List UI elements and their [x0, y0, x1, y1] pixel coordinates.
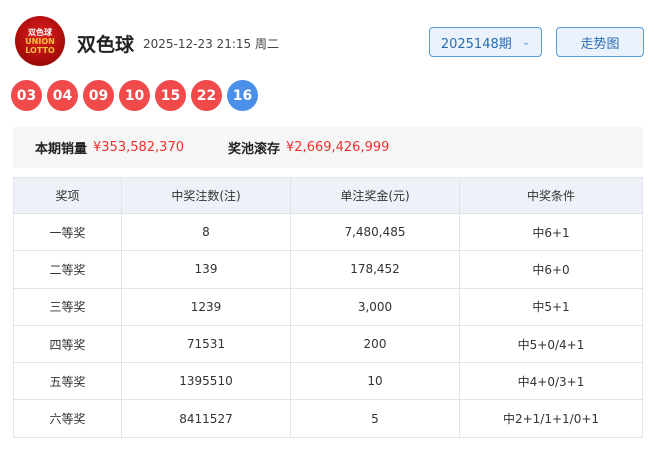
issue-select[interactable]: 2025148期 ⌄ — [429, 27, 542, 57]
issue-value: 2025148期 — [440, 36, 512, 52]
sales-info: 本期销量 ¥353,582,370 奖池滚存 ¥2,669,426,999 — [13, 127, 643, 168]
red-ball: 15 — [155, 80, 186, 111]
table-row: 一等奖 8 7,480,485 中6+1 — [13, 212, 643, 252]
table-cell: 178,452 — [290, 250, 460, 289]
red-ball: 22 — [191, 80, 222, 111]
draw-datetime: 2025-12-23 21:15 周二 — [143, 37, 279, 51]
column-header: 中奖注数(注) — [121, 177, 291, 214]
table-cell: 7,480,485 — [290, 212, 460, 252]
table-cell: 200 — [290, 324, 460, 364]
table-cell: 中5+0/4+1 — [459, 324, 643, 364]
trend-chart-button[interactable]: 走势图 — [556, 27, 644, 57]
table-row: 四等奖 71531 200 中5+0/4+1 — [13, 324, 643, 364]
pool-label: 奖池滚存 — [228, 142, 281, 157]
table-cell: 中5+1 — [459, 287, 643, 326]
column-header: 奖项 — [13, 177, 122, 214]
page-title: 双色球 — [77, 34, 135, 56]
prize-table: 奖项 中奖注数(注) 单注奖金(元) 中奖条件 一等奖 8 7,480,485 中6+… — [13, 177, 643, 438]
table-header: 奖项 中奖注数(注) 单注奖金(元) 中奖条件 — [13, 177, 643, 214]
table-cell: 六等奖 — [13, 399, 122, 438]
table-cell: 五等奖 — [13, 362, 122, 401]
winning-numbers: 03 04 09 10 15 22 16 — [11, 80, 258, 111]
table-cell: 二等奖 — [13, 250, 122, 289]
red-ball: 04 — [47, 80, 78, 111]
table-row: 六等奖 8411527 5 中2+1/1+1/0+1 — [13, 399, 643, 438]
table-cell: 中2+1/1+1/0+1 — [459, 399, 643, 438]
table-cell: 中4+0/3+1 — [459, 362, 643, 401]
table-cell: 1239 — [121, 287, 291, 326]
table-cell: 8 — [121, 212, 291, 252]
logo-text: 双色球 — [28, 27, 52, 37]
column-header: 单注奖金(元) — [290, 177, 460, 214]
chevron-down-icon: ⌄ — [521, 36, 531, 48]
table-cell: 三等奖 — [13, 287, 122, 326]
table-cell: 1395510 — [121, 362, 291, 401]
table-row: 二等奖 139 178,452 中6+0 — [13, 250, 643, 289]
table-row: 五等奖 1395510 10 中4+0/3+1 — [13, 362, 643, 401]
table-row: 三等奖 1239 3,000 中5+1 — [13, 287, 643, 326]
sales-value: ¥353,582,370 — [93, 140, 184, 155]
table-cell: 8411527 — [121, 399, 291, 438]
union-lotto-logo: 双色球 UNION LOTTO — [15, 16, 65, 66]
table-cell: 3,000 — [290, 287, 460, 326]
table-cell: 10 — [290, 362, 460, 401]
logo-text: LOTTO — [25, 45, 55, 55]
table-cell: 中6+1 — [459, 212, 643, 252]
table-cell: 5 — [290, 399, 460, 438]
table-cell: 71531 — [121, 324, 291, 364]
blue-ball: 16 — [227, 80, 258, 111]
table-cell: 一等奖 — [13, 212, 122, 252]
logo-text: UNION — [25, 36, 55, 46]
sales-label: 本期销量 — [35, 142, 88, 157]
red-ball: 03 — [11, 80, 42, 111]
table-cell: 139 — [121, 250, 291, 289]
red-ball: 10 — [119, 80, 150, 111]
column-header: 中奖条件 — [459, 177, 643, 214]
pool-value: ¥2,669,426,999 — [286, 140, 390, 155]
table-cell: 四等奖 — [13, 324, 122, 364]
red-ball: 09 — [83, 80, 114, 111]
table-cell: 中6+0 — [459, 250, 643, 289]
